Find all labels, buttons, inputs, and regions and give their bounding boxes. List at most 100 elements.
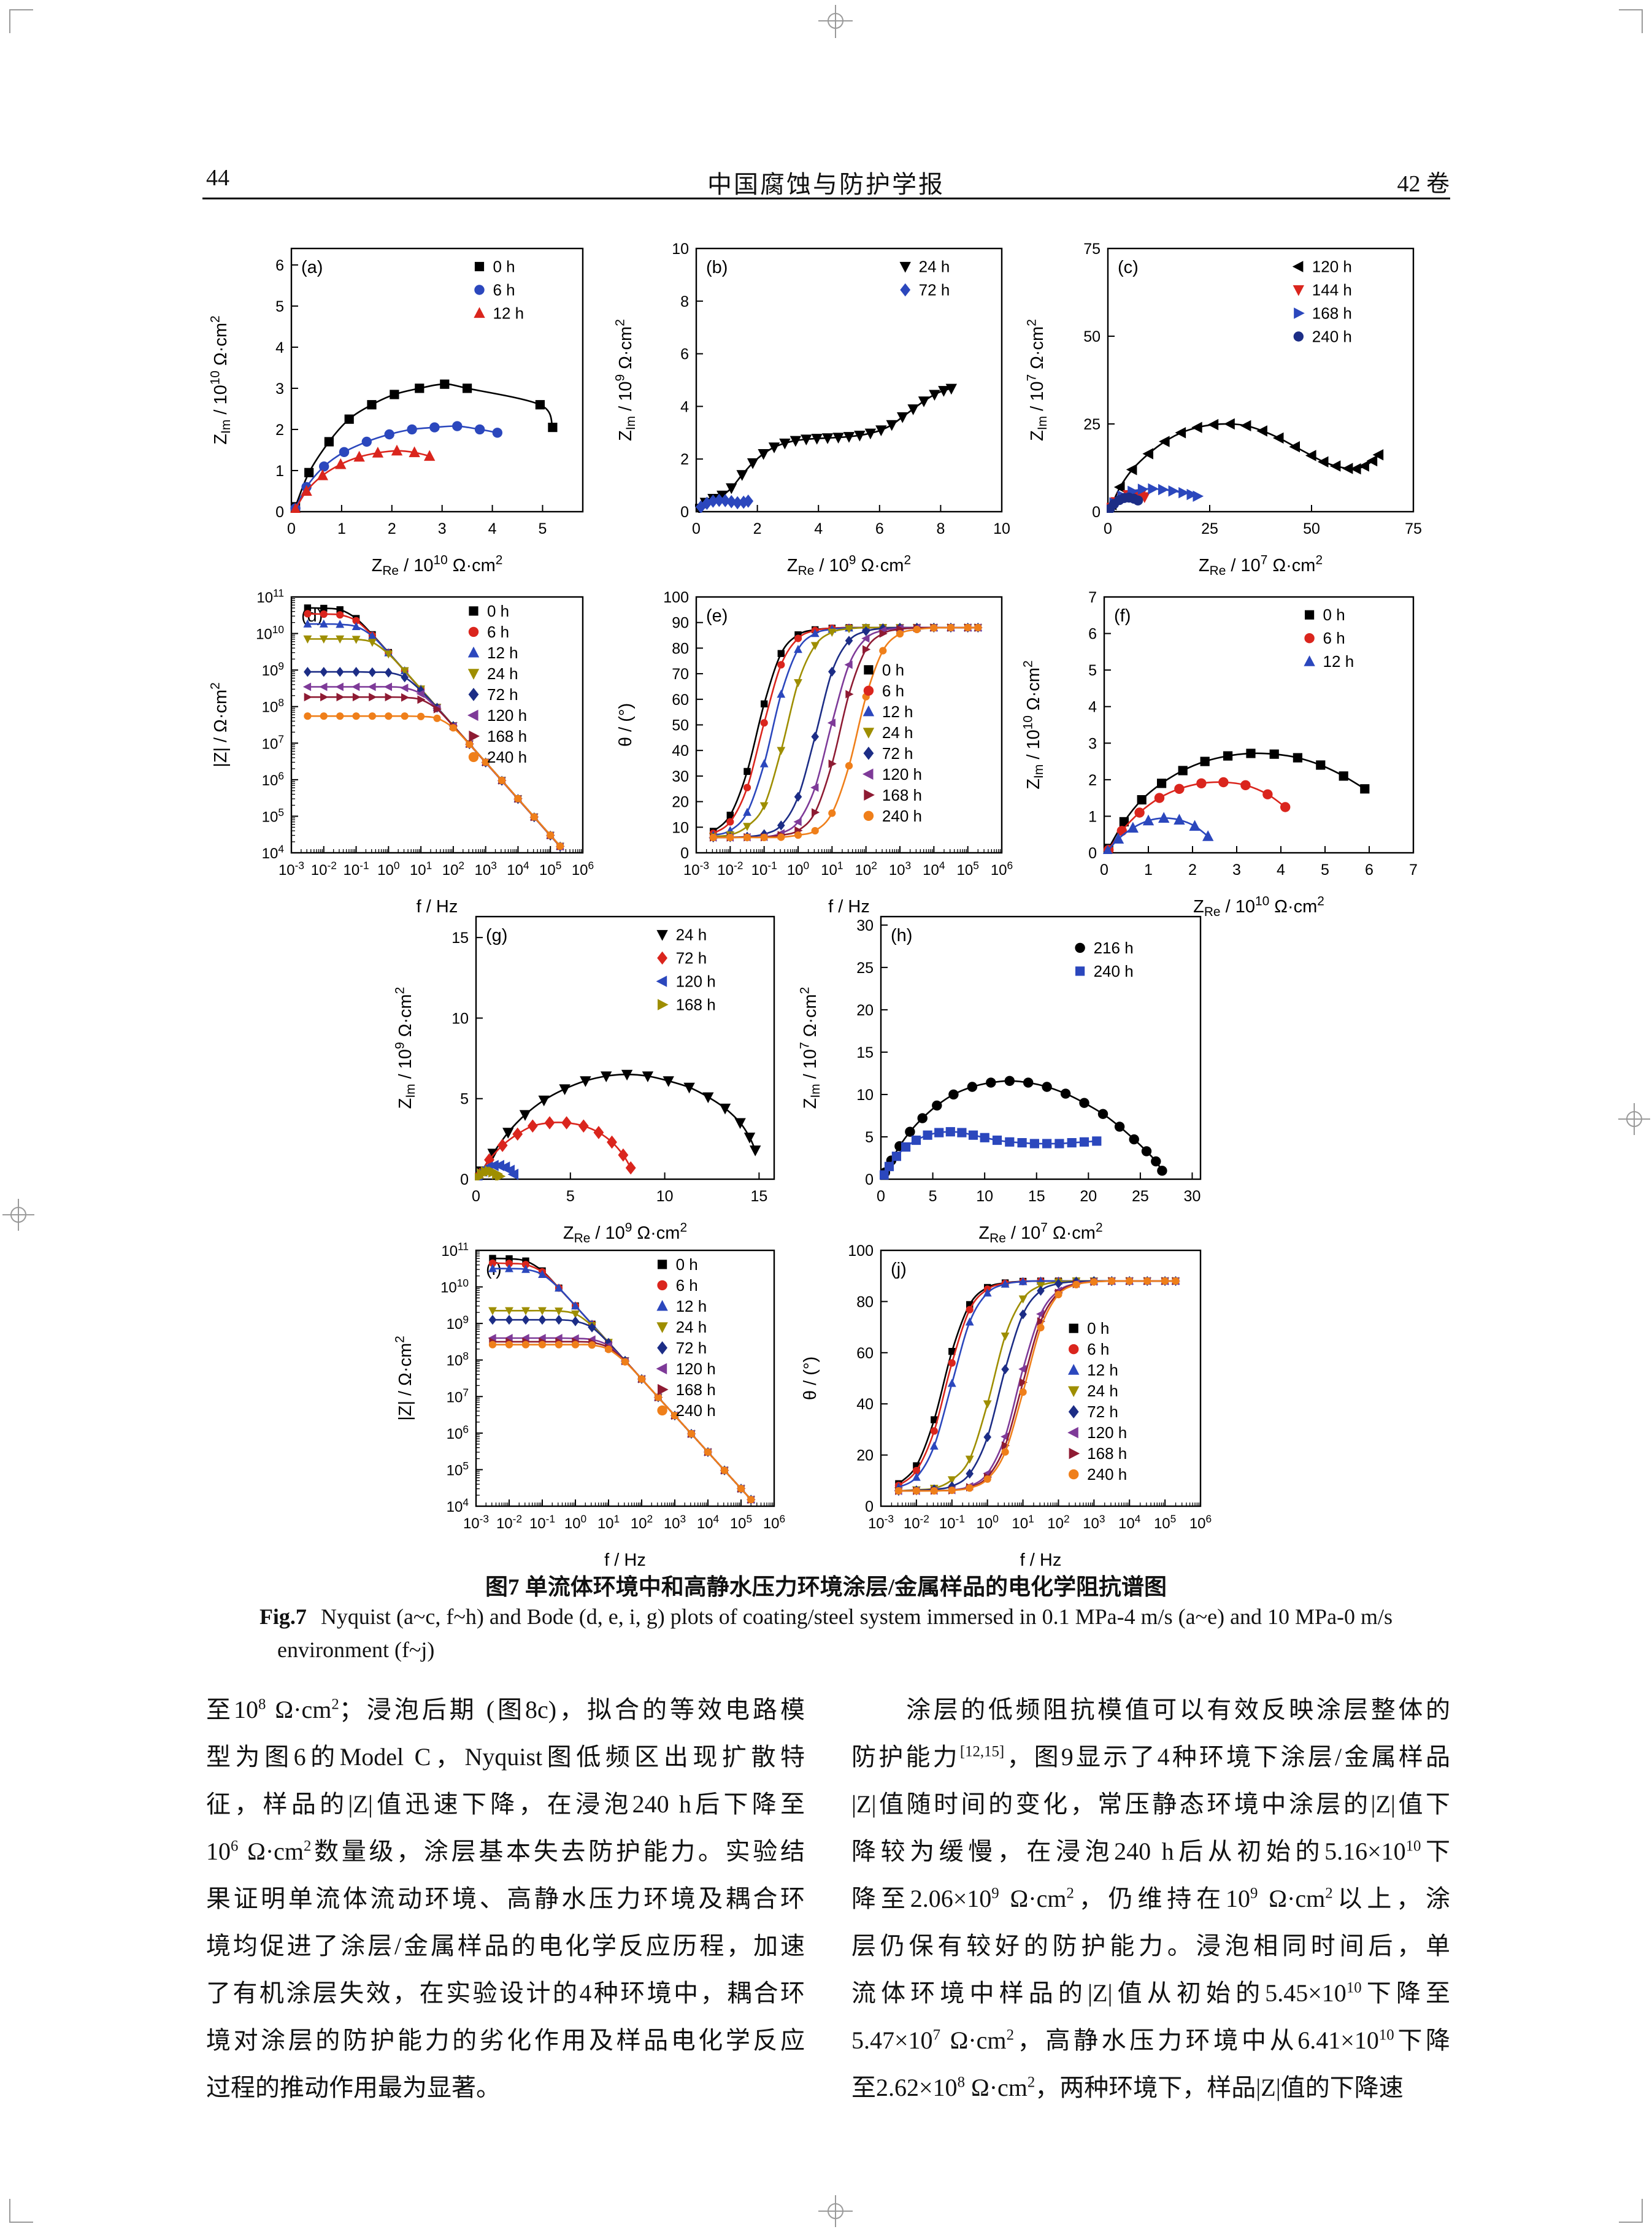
chart-j-x-label: f / Hz [1020,1550,1062,1570]
svg-text:25: 25 [1201,520,1218,537]
svg-text:8: 8 [936,520,945,537]
chart-c-x-label: ZRe / 107 Ω·cm2 [1199,553,1323,577]
svg-text:168 h: 168 h [882,786,922,804]
svg-text:120 h: 120 h [676,1360,716,1378]
chart-i-series-0h [489,1255,755,1503]
svg-text:120 h: 120 h [676,972,716,990]
chart-f-y-label: ZIm / 1010 Ω·cm2 [1021,660,1045,789]
svg-text:2: 2 [275,421,284,439]
svg-text:10-1: 10-1 [529,1512,555,1532]
svg-text:10: 10 [993,520,1010,537]
chart-c-series-240h [1107,492,1143,513]
svg-text:30: 30 [672,768,689,785]
svg-text:168 h: 168 h [487,727,527,745]
svg-text:1010: 1010 [440,1277,469,1296]
svg-text:100: 100 [663,589,689,606]
body-text-line: 流体环境中样品的|Z|值从初始的5.45×1010下降至 [851,1979,1450,2007]
svg-text:3: 3 [438,520,447,537]
svg-text:1011: 1011 [256,587,284,606]
figure-caption-en: Fig.7 Nyquist (a~c, f~h) and Bode (d, e,… [0,1604,1652,1630]
svg-text:0 h: 0 h [1087,1319,1109,1337]
svg-text:72 h: 72 h [676,949,707,967]
svg-text:10-1: 10-1 [939,1512,965,1532]
chart-a-series-0h [291,379,558,512]
chart-d-x-label: f / Hz [417,897,458,917]
svg-text:25: 25 [856,960,874,977]
svg-text:0 h: 0 h [1323,606,1345,624]
svg-text:3: 3 [275,380,284,398]
svg-text:72 h: 72 h [882,744,913,763]
chart-b-series-72h [696,493,754,513]
body-text-line: |Z|值随时间的变化，常压静态环境中涂层的|Z|值下 [851,1790,1450,1818]
svg-text:105: 105 [1154,1512,1176,1532]
svg-text:0: 0 [1092,504,1101,521]
svg-text:144 h: 144 h [1312,280,1352,299]
chart-j-y-label: θ / (°) [801,1357,820,1400]
svg-text:5: 5 [929,1188,937,1205]
header-rule [202,198,1450,199]
svg-text:2: 2 [753,520,762,537]
svg-text:4: 4 [488,520,497,537]
svg-text:5: 5 [539,520,547,537]
chart-e-y-label: θ / (°) [616,703,636,747]
svg-text:101: 101 [410,859,432,879]
svg-text:24 h: 24 h [676,925,707,944]
svg-text:12 h: 12 h [1087,1361,1118,1379]
svg-text:109: 109 [447,1314,469,1333]
body-text-line: 106 Ω·cm2数量级，涂层基本失去防护能力。实验结 [206,1838,805,1865]
body-text-line: 防护能力[12,15]，图9显示了4种环境下涂层/金属样品 [851,1743,1451,1771]
svg-text:10-2: 10-2 [311,859,337,879]
chart-a: 0 1 2 3 4 5 0 1 2 3 4 5 6 ZRe / 1010 Ω·cm2 ZIm / 1010 … [199,224,607,588]
svg-text:24 h: 24 h [919,257,950,275]
chart-i-y-label: |Z| / Ω·cm2 [393,1336,415,1421]
svg-text:7: 7 [1409,861,1418,879]
chart-d-legend: 0 h 6 h 12 h 24 h 72 h 120 h 168 h 240 h [467,602,527,766]
chart-b-x-label: ZRe / 109 Ω·cm2 [787,553,911,577]
svg-text:2: 2 [1188,861,1197,879]
svg-text:105: 105 [447,1460,469,1479]
svg-text:25: 25 [1132,1188,1149,1205]
body-right-column: 涂层的低频阻抗模值可以有效反映涂层整体的 防护能力[12,15]，图9显示了4种环… [851,1686,1450,2111]
svg-text:102: 102 [855,859,877,879]
body-text-line: 果证明单流体流动环境、高静水压力环境及耦合环 [206,1885,805,1912]
chart-a-series-6h [290,421,502,513]
chart-f-x-label: ZRe / 1010 Ω·cm2 [1193,894,1324,918]
chart-c-y-label: ZIm / 107 Ω·cm2 [1024,319,1049,441]
svg-text:4: 4 [1088,699,1097,716]
svg-text:240 h: 240 h [487,748,527,766]
svg-text:10-3: 10-3 [463,1512,489,1532]
chart-e-series-12h [709,623,983,839]
chart-j-series-12h [894,1276,1180,1491]
svg-text:106: 106 [763,1512,785,1532]
svg-text:5: 5 [1321,861,1329,879]
svg-text:168 h: 168 h [1087,1444,1127,1463]
svg-text:109: 109 [262,660,284,680]
chart-g-series-24h [476,1069,761,1177]
svg-text:0 h: 0 h [487,602,509,620]
chart-h-letter: (h) [891,926,912,945]
svg-text:80: 80 [856,1293,874,1310]
svg-text:104: 104 [697,1512,720,1532]
svg-text:104: 104 [447,1496,469,1515]
figure-caption-en-line2: environment (f~j) [277,1637,435,1662]
svg-text:6: 6 [1088,626,1097,643]
chart-f-series-0h [1104,748,1370,853]
svg-text:240 h: 240 h [1094,962,1134,980]
svg-text:0: 0 [680,504,689,521]
svg-text:100: 100 [787,859,809,879]
svg-text:0: 0 [692,520,701,537]
svg-text:15: 15 [1028,1188,1045,1205]
chart-i-legend: 0 h 6 h 12 h 24 h 72 h 120 h 168 h 240 h [656,1255,716,1420]
chart-a-x-label: ZRe / 1010 Ω·cm2 [372,553,503,577]
chart-g-series-168h [475,1165,506,1180]
svg-text:106: 106 [572,859,594,879]
svg-text:12 h: 12 h [676,1297,707,1315]
chart-g: 0 5 10 15 0 5 10 15 ZRe / 109 Ω·cm2 ZIm / 109 Ω·c… [384,892,799,1256]
svg-text:103: 103 [664,1512,686,1532]
svg-text:50: 50 [672,717,689,734]
svg-text:12 h: 12 h [487,644,518,662]
svg-text:168 h: 168 h [676,995,716,1014]
svg-text:0: 0 [460,1171,469,1188]
chart-i-series-240h [488,1341,755,1504]
